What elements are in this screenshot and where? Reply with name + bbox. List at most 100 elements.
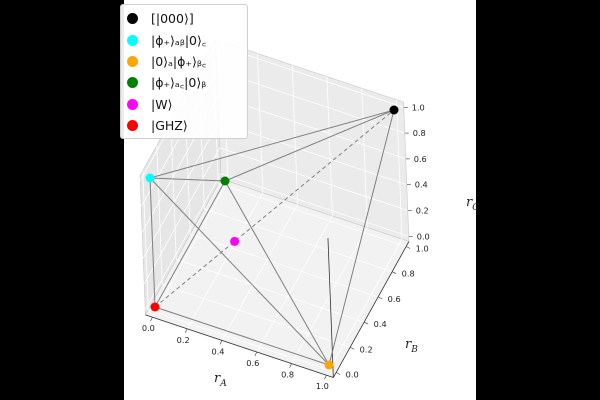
data-point xyxy=(145,173,155,183)
z-tick-label: 0.6 xyxy=(414,154,427,164)
grid-line xyxy=(156,145,163,285)
grid-line xyxy=(361,88,368,228)
y-axis-line xyxy=(333,241,410,378)
data-point xyxy=(230,236,240,246)
y-tick-mark xyxy=(392,271,397,274)
z-tick-label: 0.2 xyxy=(416,205,429,215)
x-tick-label: 0.4 xyxy=(211,346,224,356)
edge-line xyxy=(154,109,395,308)
edge-line xyxy=(149,177,156,308)
x-tick-mark xyxy=(184,328,188,333)
legend-marker xyxy=(127,120,138,132)
x-axis-label: rA xyxy=(214,371,227,389)
grid-line xyxy=(218,183,407,247)
grid-line xyxy=(142,170,149,310)
x-tick-label: 0.0 xyxy=(142,323,155,333)
data-point xyxy=(150,302,160,312)
legend-item: |0⟩ₐ|ϕ₊⟩ᵦ꜀ xyxy=(127,51,243,72)
x-tick-mark xyxy=(289,363,292,368)
y-tick-label: 0.2 xyxy=(360,344,373,354)
legend-item: |ϕ₊⟩ₐ꜀|0⟩ᵦ xyxy=(127,72,243,93)
x-tick-label: 0.8 xyxy=(281,370,294,380)
x-tick-label: 1.0 xyxy=(316,381,329,391)
z-axis-line xyxy=(327,238,334,378)
grid-line xyxy=(326,238,403,376)
z-tick-label: 0.4 xyxy=(415,180,428,190)
grid-line xyxy=(220,173,409,237)
z-tick-label: 1.0 xyxy=(412,102,425,112)
legend-item: |GHZ⟩ xyxy=(127,115,243,136)
y-tick-mark xyxy=(406,246,411,249)
legend-item: |W⟩ xyxy=(127,94,243,115)
legend-marker xyxy=(127,77,138,89)
legend-label: |W⟩ xyxy=(151,96,173,112)
axis-ticks: 0.0 0.2 0.4 0.6 0.8 1.0 0.0 0.2 0.4 0.6 0.8 1.0 0.0 0… xyxy=(142,102,430,391)
legend-marker xyxy=(127,55,138,67)
y-axis-label: rB xyxy=(405,337,418,355)
edge-line xyxy=(149,109,395,179)
edge-line xyxy=(149,177,330,366)
grid-line xyxy=(162,284,351,348)
legend-marker xyxy=(127,13,138,25)
grid-line xyxy=(170,120,177,260)
grid-line xyxy=(204,208,393,273)
legend-item: [|000⟩] xyxy=(127,8,243,29)
y-tick-label: 1.0 xyxy=(416,243,429,253)
grid-line xyxy=(219,147,408,211)
y-tick-mark xyxy=(364,321,369,325)
legend-item: |ϕ₊⟩ₐᵦ|0⟩꜀ xyxy=(127,29,243,50)
x-tick-mark xyxy=(324,375,327,380)
grid-lines xyxy=(139,41,409,376)
legend-label: |GHZ⟩ xyxy=(151,118,188,134)
y-tick-mark xyxy=(350,347,355,350)
grid-line xyxy=(176,259,365,323)
grid-line xyxy=(142,121,220,259)
z-tick-label: 0.8 xyxy=(413,128,426,138)
grid-line xyxy=(291,64,298,205)
grid-line xyxy=(291,227,368,364)
legend-label: [|000⟩] xyxy=(151,11,194,27)
grid-line xyxy=(256,215,333,353)
y-tick-label: 0.6 xyxy=(388,294,401,304)
x-axis-line xyxy=(145,314,334,378)
grid-line xyxy=(216,70,405,134)
grid-line xyxy=(186,192,264,329)
grid-line xyxy=(152,180,229,318)
y-tick-label: 0.8 xyxy=(402,269,415,279)
grid-line xyxy=(217,95,406,160)
x-tick-mark xyxy=(254,351,258,357)
data-point xyxy=(324,360,334,370)
edge-line xyxy=(154,306,330,366)
x-tick-mark xyxy=(219,340,223,345)
edge-line xyxy=(224,180,330,366)
grid-line xyxy=(257,53,264,193)
edge-line xyxy=(149,177,226,182)
legend-label: |ϕ₊⟩ₐ꜀|0⟩ᵦ xyxy=(151,75,207,91)
legend-marker xyxy=(127,98,138,110)
edge-line xyxy=(224,109,395,182)
legend-label: |ϕ₊⟩ₐᵦ|0⟩꜀ xyxy=(151,32,207,48)
grid-line xyxy=(190,233,379,298)
legend: [|000⟩] |ϕ₊⟩ₐᵦ|0⟩꜀ |0⟩ₐ|ϕ₊⟩ᵦ꜀ |ϕ₊⟩ₐ꜀|0⟩ᵦ |W⟩… xyxy=(120,4,248,140)
data-point xyxy=(220,176,230,186)
grid-line xyxy=(144,173,222,310)
x-tick-label: 0.2 xyxy=(177,335,190,345)
grid-line xyxy=(218,121,407,186)
z-tick-label: 0.0 xyxy=(417,231,430,241)
edge-line xyxy=(328,109,395,366)
y-tick-mark xyxy=(378,296,383,300)
y-tick-label: 0.0 xyxy=(346,369,359,379)
legend-label: |0⟩ₐ|ϕ₊⟩ᵦ꜀ xyxy=(151,53,207,69)
z-axis-label: rC xyxy=(466,195,479,213)
x-tick-mark xyxy=(150,317,153,322)
grid-line xyxy=(326,76,333,216)
y-tick-label: 0.4 xyxy=(374,319,387,329)
grid-line xyxy=(143,147,221,285)
grid-line xyxy=(148,309,337,373)
edge-line xyxy=(154,180,226,308)
data-point xyxy=(389,105,399,115)
y-tick-mark xyxy=(336,372,341,375)
x-tick-label: 0.6 xyxy=(246,358,259,368)
